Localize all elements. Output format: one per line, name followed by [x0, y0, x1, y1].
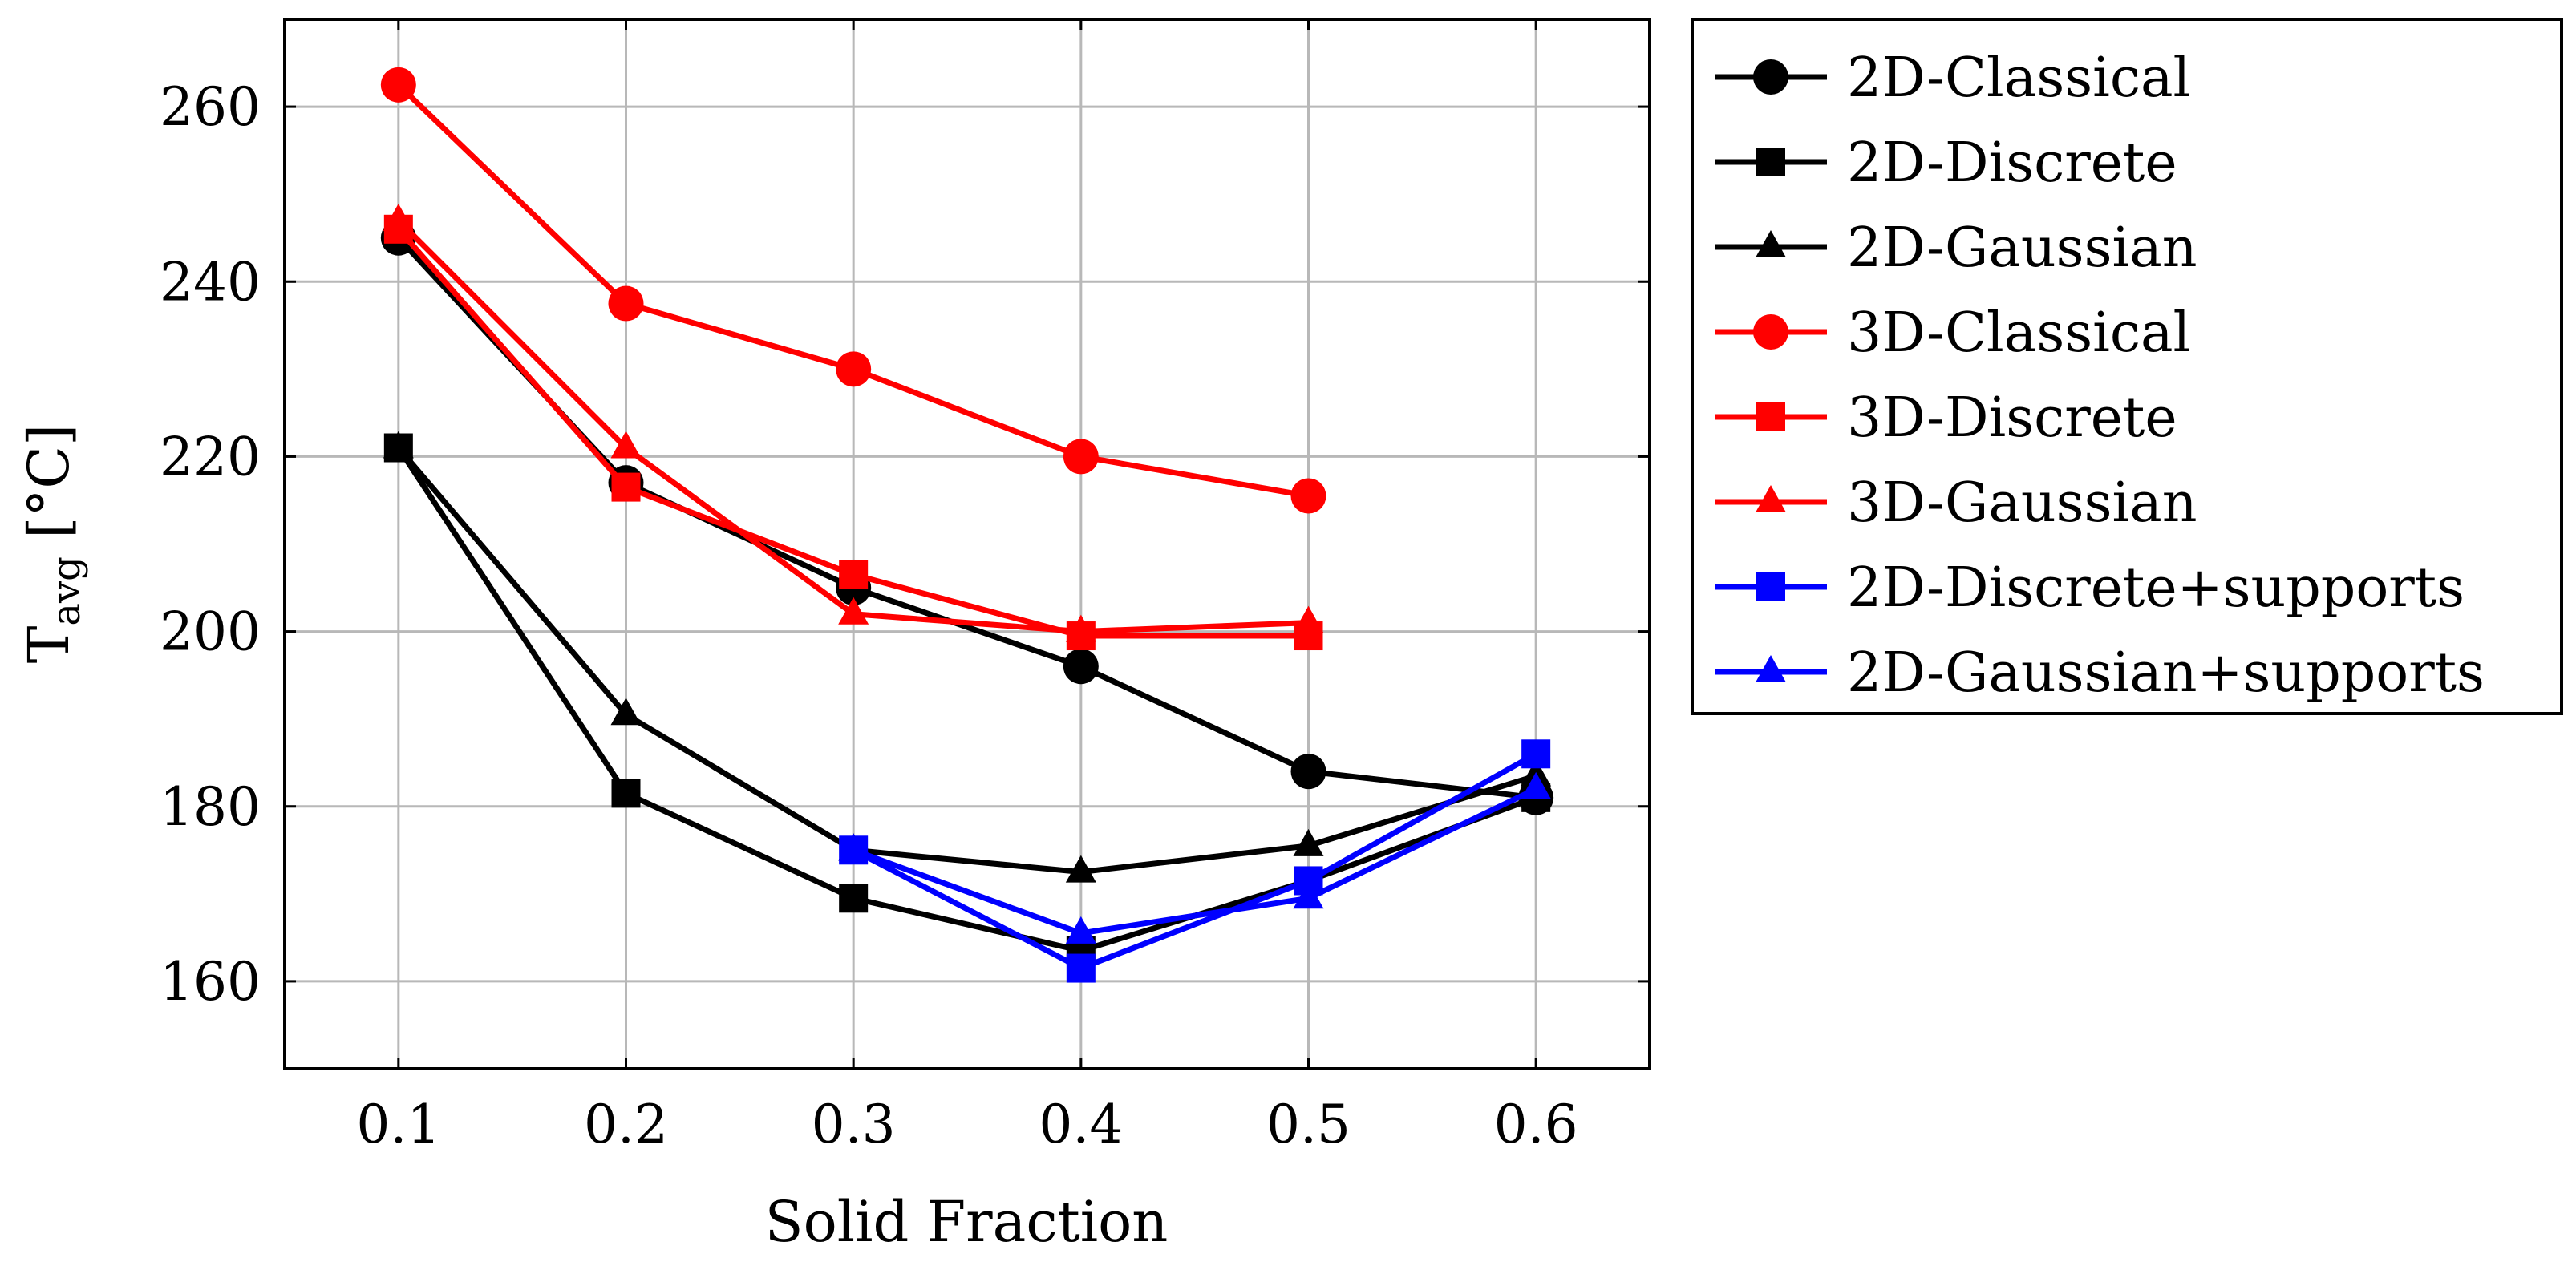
data-point — [611, 779, 641, 808]
y-tick-label: 220 — [160, 426, 261, 487]
data-point — [608, 285, 644, 322]
data-point — [1293, 605, 1324, 633]
legend-entry-3d-discrete: 3D-Discrete — [1715, 386, 2177, 450]
series-3d-gaussian — [383, 203, 1324, 642]
legend-entry-2d-gaussian: 2D-Gaussian — [1715, 216, 2197, 280]
legend-label: 3D-Discrete — [1847, 386, 2177, 450]
legend-marker — [1756, 572, 1785, 601]
data-point — [1065, 614, 1096, 642]
legend-entries: 2D-Classical 2D-Discrete 2D-Gaussian 3D-Cla… — [1715, 47, 2485, 705]
y-axis-label-unit: [°C] — [16, 424, 82, 556]
legend-label: 3D-Gaussian — [1847, 471, 2197, 535]
series-2d-discrete-supports — [839, 739, 1551, 983]
x-tick-label: 0.2 — [584, 1094, 668, 1155]
legend-label: 2D-Classical — [1847, 47, 2190, 110]
data-point — [383, 203, 414, 231]
legend-entry-2d-classical: 2D-Classical — [1715, 47, 2190, 110]
legend-label: 2D-Gaussian — [1847, 216, 2197, 280]
x-tick-label: 0.6 — [1494, 1094, 1578, 1155]
legend-marker — [1756, 485, 1786, 512]
grid — [285, 19, 1650, 1069]
y-tick-label: 260 — [160, 76, 261, 138]
data-point — [1063, 649, 1099, 685]
y-tick-label: 200 — [160, 601, 261, 663]
legend-label: 2D-Discrete+supports — [1847, 556, 2465, 620]
y-tick-label: 160 — [160, 951, 261, 1013]
series-line — [852, 786, 1537, 936]
data-point — [836, 351, 872, 387]
legend-entry-2d-gaussian-supports: 2D-Gaussian+supports — [1715, 641, 2485, 705]
x-axis-label: Solid Fraction — [765, 1189, 1169, 1255]
x-tick-label: 0.5 — [1266, 1094, 1351, 1155]
data-point — [838, 833, 869, 861]
data-point — [380, 67, 416, 103]
legend-marker — [1753, 59, 1788, 95]
series-3d-classical — [380, 67, 1326, 514]
legend-entry-3d-classical: 3D-Classical — [1715, 301, 2190, 365]
legend-entry-2d-discrete: 2D-Discrete — [1715, 131, 2177, 195]
legend-label: 2D-Discrete — [1847, 131, 2177, 195]
data-point — [1293, 828, 1324, 856]
legend-marker — [1756, 402, 1785, 431]
legend-marker — [1756, 655, 1786, 682]
x-tick-label: 0.3 — [812, 1094, 896, 1155]
data-point — [610, 431, 642, 459]
y-tick-label: 240 — [160, 251, 261, 313]
series-line — [395, 446, 1537, 954]
legend-marker — [1756, 148, 1785, 176]
legend-marker — [1756, 230, 1786, 257]
data-point — [1290, 754, 1326, 790]
legend-marker — [1753, 314, 1788, 350]
data-point — [1065, 855, 1096, 883]
y-axis-label-main: T — [16, 626, 82, 664]
series-line — [852, 751, 1537, 972]
data-point — [611, 472, 641, 502]
y-tick-label: 180 — [160, 776, 261, 838]
axis-ticks — [285, 19, 1650, 1069]
legend-entry-3d-gaussian: 3D-Gaussian — [1715, 471, 2197, 535]
y-axis-label: Tavg [°C] — [16, 424, 89, 664]
data-point — [839, 560, 869, 589]
tick-labels: 0.1 0.2 0.3 0.4 0.5 0.6 160 180 200 220 240 260 — [160, 76, 1578, 1155]
y-axis-label-subscript: avg — [44, 556, 89, 625]
series-layer — [380, 67, 1554, 983]
legend: 2D-Classical 2D-Discrete 2D-Gaussian 3D-Cla… — [1691, 18, 2563, 715]
data-point — [1065, 916, 1096, 944]
legend-label: 2D-Gaussian+supports — [1847, 641, 2485, 705]
plot-frame — [283, 18, 1651, 1070]
data-point — [1293, 881, 1324, 909]
data-point — [1063, 439, 1099, 475]
legend-entry-2d-discrete-supports: 2D-Discrete+supports — [1715, 556, 2465, 620]
series-line — [396, 446, 1537, 876]
x-tick-label: 0.1 — [356, 1094, 440, 1155]
data-point — [610, 698, 642, 726]
series-2d-gaussian — [383, 431, 1552, 883]
data-point — [1290, 478, 1326, 514]
legend-label: 3D-Classical — [1847, 301, 2190, 365]
x-tick-label: 0.4 — [1039, 1094, 1123, 1155]
legend-frame — [1691, 18, 2563, 715]
data-point — [838, 597, 869, 625]
data-point — [1521, 771, 1552, 799]
series-2d-gaussian-supports — [838, 771, 1552, 944]
data-point — [839, 884, 869, 913]
data-point — [1066, 953, 1096, 983]
data-point — [1521, 739, 1551, 769]
data-point — [383, 431, 414, 459]
